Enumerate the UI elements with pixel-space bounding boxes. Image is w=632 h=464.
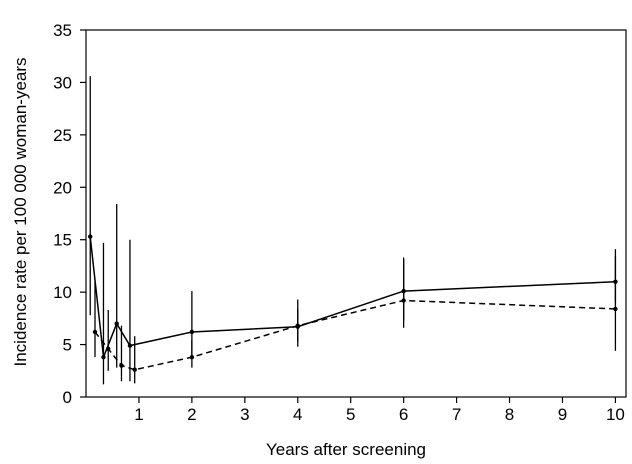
y-tick-label: 0 bbox=[63, 388, 72, 407]
x-tick-label: 7 bbox=[452, 405, 461, 424]
x-tick-label: 5 bbox=[346, 405, 355, 424]
series-dashed bbox=[92, 249, 618, 384]
y-tick-label: 25 bbox=[53, 126, 72, 145]
y-tick-label: 5 bbox=[63, 336, 72, 355]
y-tick-label: 15 bbox=[53, 231, 72, 250]
data-point bbox=[127, 343, 133, 348]
data-point bbox=[88, 234, 93, 239]
y-tick-label: 30 bbox=[53, 73, 72, 92]
x-tick-label: 8 bbox=[505, 405, 514, 424]
x-tick-label: 4 bbox=[293, 405, 302, 424]
data-point bbox=[119, 363, 124, 368]
data-point bbox=[106, 346, 111, 351]
plot-frame bbox=[85, 29, 627, 398]
data-point bbox=[101, 354, 106, 360]
x-axis-title: Years after screening bbox=[266, 440, 426, 459]
data-point bbox=[92, 329, 98, 335]
series-solid bbox=[88, 76, 618, 385]
x-tick-label: 6 bbox=[399, 405, 408, 424]
series-line bbox=[89, 236, 616, 358]
data-point bbox=[189, 354, 195, 360]
data-point bbox=[189, 329, 195, 335]
data-point bbox=[613, 306, 618, 312]
x-tick-label: 9 bbox=[558, 405, 567, 424]
x-tick-label: 1 bbox=[134, 405, 143, 424]
y-tick-label: 20 bbox=[53, 178, 72, 197]
data-point bbox=[114, 321, 119, 326]
data-point bbox=[132, 367, 137, 372]
data-point bbox=[401, 298, 406, 303]
x-tick-label: 10 bbox=[606, 405, 625, 424]
x-tick-label: 2 bbox=[187, 405, 196, 424]
series-line bbox=[94, 299, 616, 371]
y-tick-label: 10 bbox=[53, 283, 72, 302]
y-tick-label: 35 bbox=[53, 21, 72, 40]
y-axis-title: Incidence rate per 100 000 woman-years bbox=[11, 57, 30, 366]
data-point bbox=[295, 323, 300, 328]
x-tick-label: 3 bbox=[240, 405, 249, 424]
